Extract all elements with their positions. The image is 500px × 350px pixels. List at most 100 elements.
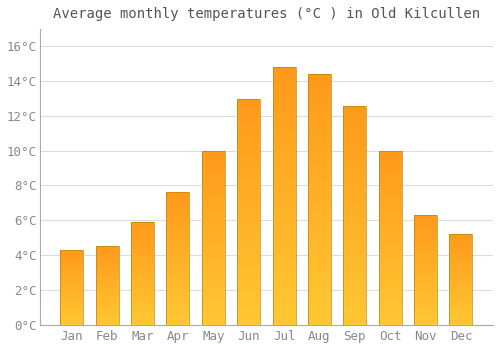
Bar bbox=[378, 231, 402, 232]
Bar bbox=[308, 277, 331, 279]
Bar bbox=[272, 75, 295, 78]
Bar bbox=[166, 231, 190, 232]
Bar bbox=[96, 246, 118, 247]
Bar bbox=[202, 159, 225, 161]
Bar bbox=[344, 283, 366, 285]
Bar bbox=[344, 105, 366, 324]
Bar bbox=[450, 283, 472, 284]
Bar bbox=[308, 137, 331, 139]
Bar bbox=[60, 269, 84, 270]
Bar bbox=[344, 252, 366, 254]
Bar bbox=[131, 226, 154, 227]
Bar bbox=[344, 263, 366, 265]
Bar bbox=[131, 264, 154, 265]
Bar bbox=[344, 105, 366, 108]
Bar bbox=[414, 308, 437, 309]
Bar bbox=[166, 309, 190, 310]
Bar bbox=[131, 274, 154, 275]
Bar bbox=[414, 322, 437, 323]
Bar bbox=[96, 318, 118, 319]
Bar bbox=[237, 261, 260, 264]
Bar bbox=[131, 277, 154, 278]
Bar bbox=[96, 312, 118, 313]
Bar bbox=[166, 317, 190, 318]
Bar bbox=[378, 260, 402, 262]
Bar bbox=[414, 246, 437, 247]
Bar bbox=[272, 137, 295, 139]
Bar bbox=[131, 289, 154, 290]
Bar bbox=[237, 295, 260, 298]
Bar bbox=[272, 284, 295, 286]
Bar bbox=[344, 173, 366, 176]
Bar bbox=[378, 271, 402, 272]
Bar bbox=[96, 297, 118, 298]
Bar bbox=[414, 226, 437, 227]
Bar bbox=[344, 195, 366, 197]
Bar bbox=[414, 236, 437, 237]
Bar bbox=[414, 233, 437, 235]
Bar bbox=[344, 167, 366, 169]
Bar bbox=[166, 239, 190, 240]
Bar bbox=[131, 302, 154, 303]
Bar bbox=[344, 171, 366, 173]
Bar bbox=[96, 311, 118, 312]
Bar bbox=[272, 273, 295, 276]
Bar bbox=[344, 300, 366, 303]
Bar bbox=[308, 322, 331, 324]
Bar bbox=[450, 307, 472, 308]
Bar bbox=[237, 207, 260, 209]
Bar bbox=[96, 323, 118, 324]
Bar bbox=[202, 272, 225, 274]
Bar bbox=[202, 187, 225, 189]
Bar bbox=[378, 267, 402, 269]
Bar bbox=[202, 175, 225, 177]
Bar bbox=[378, 250, 402, 252]
Bar bbox=[450, 243, 472, 244]
Bar bbox=[450, 291, 472, 292]
Bar bbox=[272, 317, 295, 319]
Bar bbox=[450, 258, 472, 259]
Bar bbox=[344, 117, 366, 119]
Bar bbox=[202, 196, 225, 198]
Bar bbox=[202, 198, 225, 199]
Bar bbox=[308, 287, 331, 289]
Bar bbox=[237, 318, 260, 320]
Bar bbox=[202, 302, 225, 304]
Bar bbox=[202, 218, 225, 220]
Bar bbox=[237, 298, 260, 300]
Bar bbox=[450, 302, 472, 303]
Bar bbox=[166, 260, 190, 261]
Bar bbox=[450, 290, 472, 291]
Bar bbox=[414, 251, 437, 252]
Bar bbox=[166, 277, 190, 278]
Bar bbox=[202, 314, 225, 316]
Bar bbox=[308, 292, 331, 294]
Bar bbox=[378, 213, 402, 215]
Bar bbox=[414, 284, 437, 285]
Bar bbox=[450, 245, 472, 246]
Bar bbox=[378, 168, 402, 170]
Bar bbox=[308, 154, 331, 157]
Bar bbox=[202, 229, 225, 231]
Bar bbox=[450, 313, 472, 314]
Bar bbox=[96, 266, 118, 267]
Bar bbox=[166, 306, 190, 307]
Bar bbox=[60, 289, 84, 290]
Bar bbox=[344, 202, 366, 204]
Bar bbox=[344, 189, 366, 191]
Bar bbox=[272, 229, 295, 232]
Bar bbox=[131, 322, 154, 323]
Bar bbox=[202, 252, 225, 253]
Bar bbox=[378, 265, 402, 267]
Bar bbox=[378, 306, 402, 307]
Bar bbox=[166, 258, 190, 260]
Bar bbox=[308, 215, 331, 217]
Bar bbox=[414, 281, 437, 282]
Bar bbox=[202, 255, 225, 257]
Bar bbox=[344, 318, 366, 320]
Bar bbox=[166, 204, 190, 206]
Bar bbox=[131, 254, 154, 255]
Bar bbox=[96, 276, 118, 277]
Bar bbox=[450, 267, 472, 268]
Bar bbox=[166, 278, 190, 280]
